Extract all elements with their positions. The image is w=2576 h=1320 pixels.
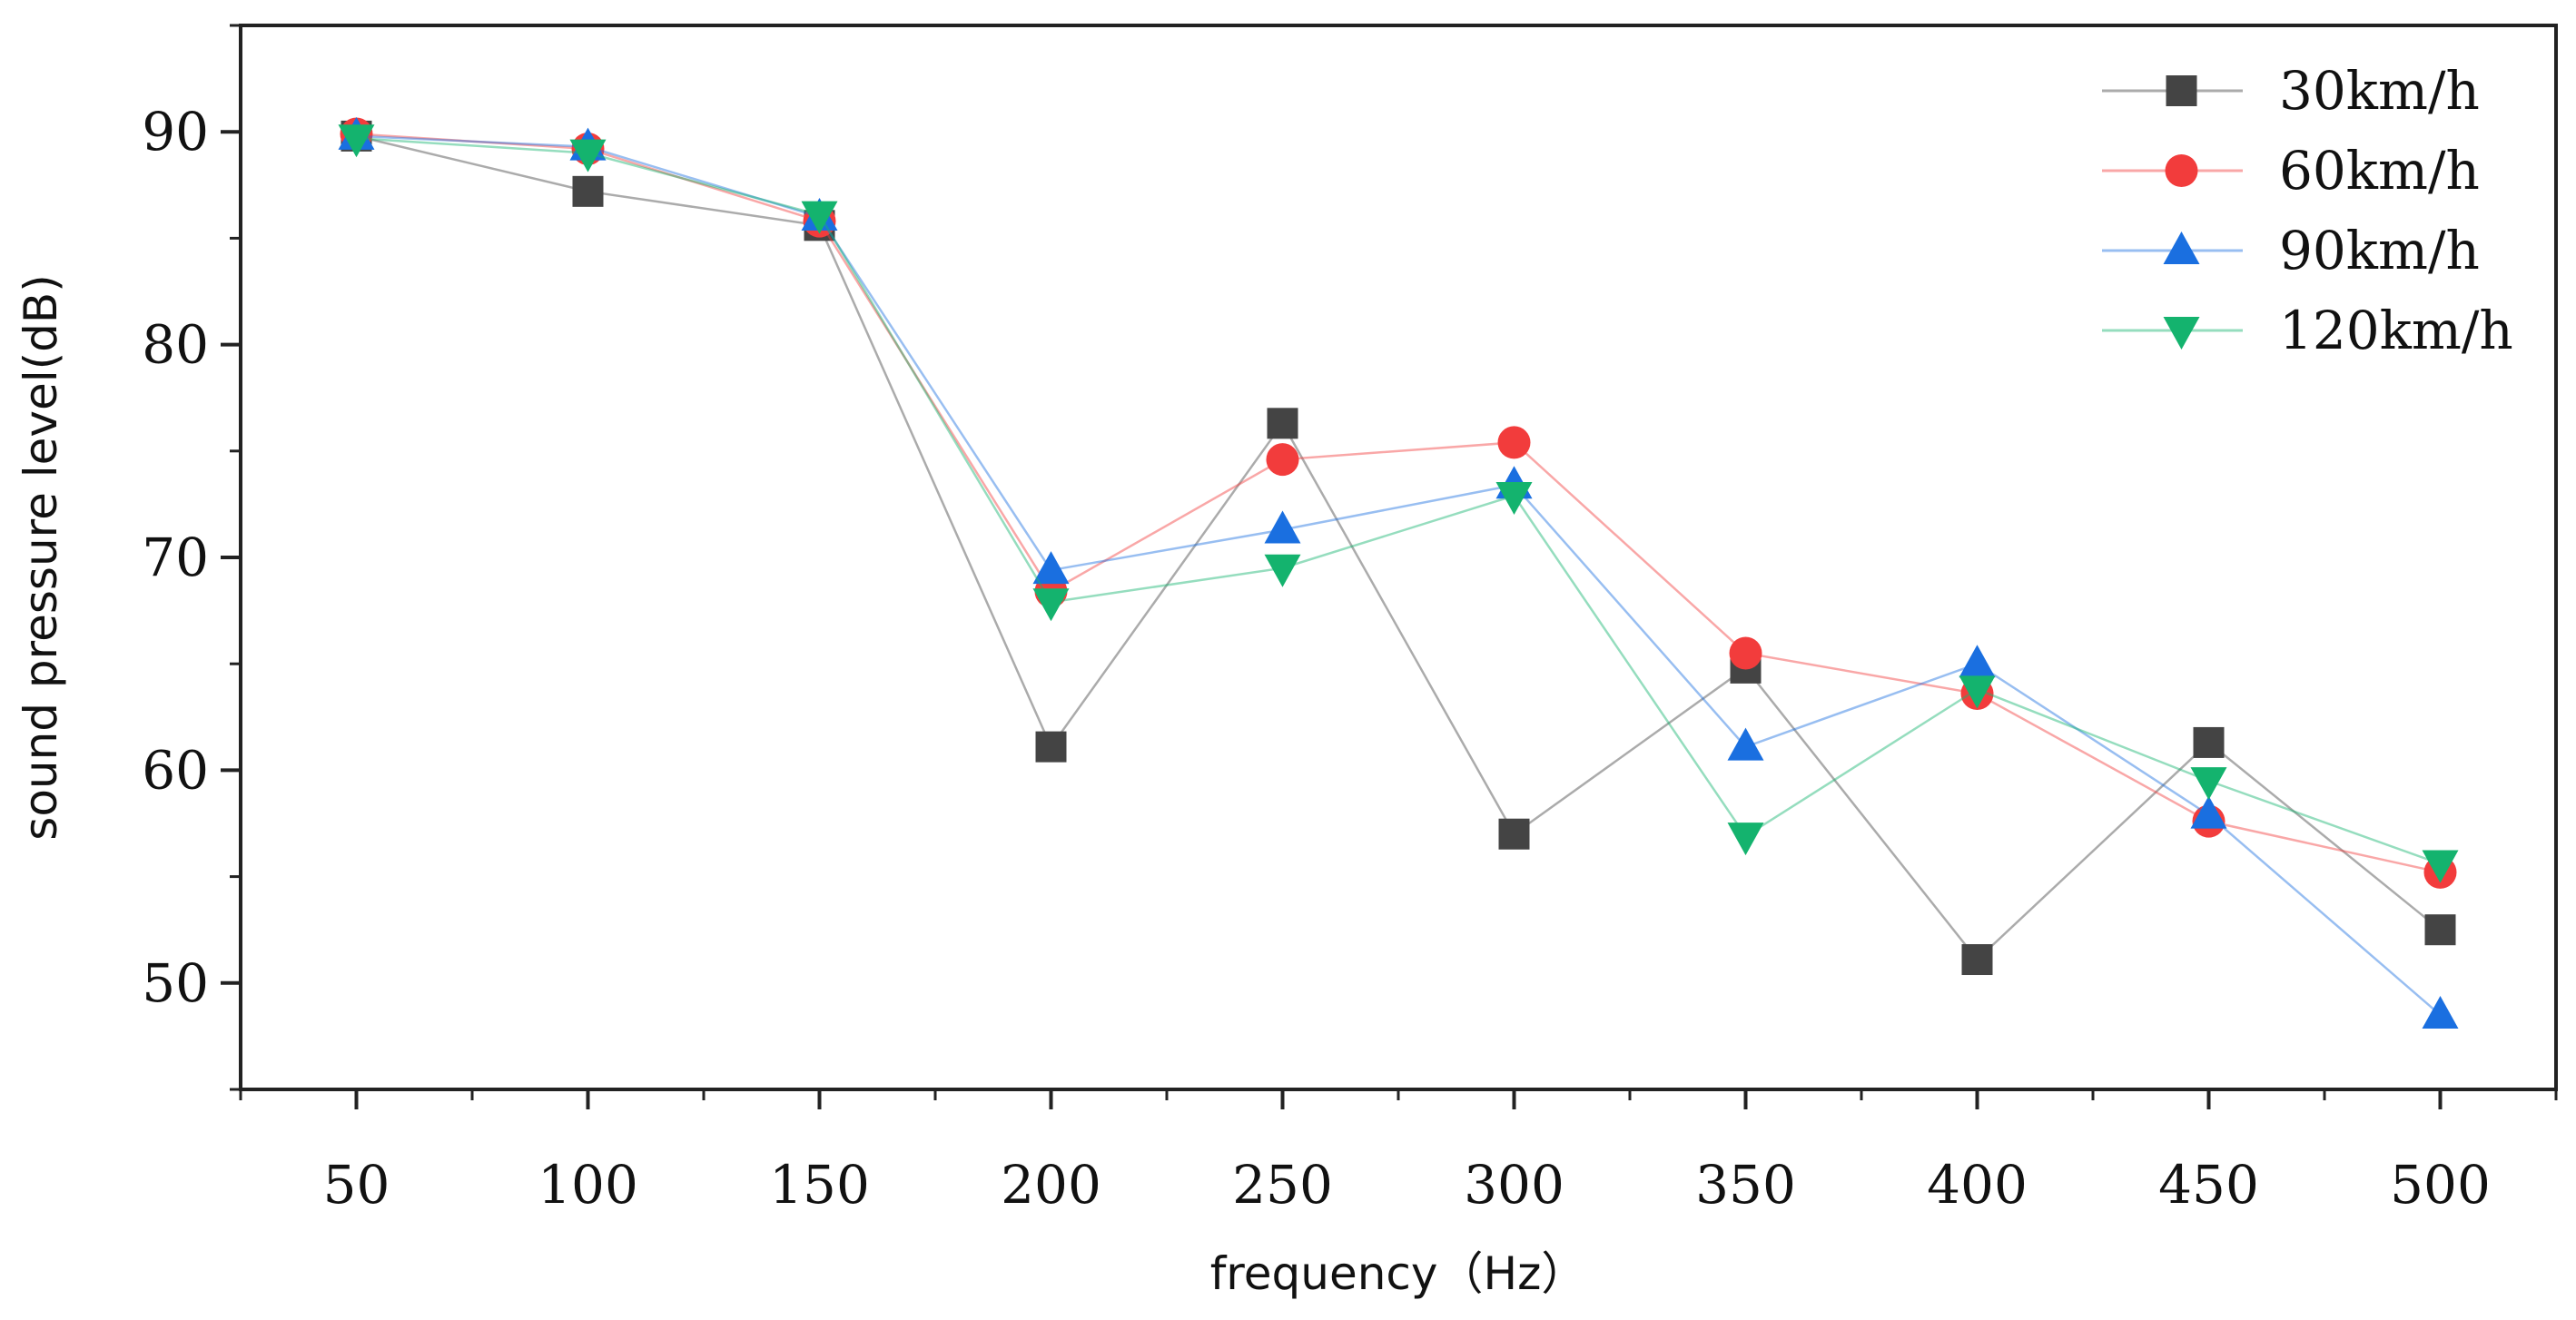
data-point — [1264, 510, 1301, 544]
y-axis-title: sound pressure level(dB) — [15, 274, 67, 840]
x-tick-label: 250 — [1232, 1154, 1333, 1216]
x-tick-label: 500 — [2390, 1154, 2491, 1216]
y-tick-label: 80 — [142, 314, 209, 376]
legend-marker — [2166, 75, 2197, 106]
legend-entry: 60km/h — [2102, 140, 2480, 202]
legend-label: 30km/h — [2279, 60, 2480, 122]
legend-label: 90km/h — [2279, 220, 2480, 281]
data-point — [2424, 914, 2456, 946]
y-tick-label: 50 — [142, 952, 209, 1014]
data-point — [1035, 731, 1067, 763]
legend-marker — [2163, 231, 2200, 264]
x-tick-label: 100 — [538, 1154, 638, 1216]
legend-label: 120km/h — [2279, 300, 2513, 361]
series-30km/h — [341, 120, 2456, 976]
data-point — [1032, 588, 1070, 622]
data-point — [1266, 443, 1299, 477]
data-point — [2190, 795, 2227, 829]
data-point — [1727, 727, 1764, 761]
y-tick-label: 70 — [142, 527, 209, 588]
data-point — [2422, 995, 2459, 1029]
series-line — [356, 134, 2442, 1016]
x-tick-label: 50 — [323, 1154, 390, 1216]
data-point — [1495, 482, 1533, 516]
data-point — [338, 124, 375, 158]
series-line — [356, 134, 2442, 961]
legend-marker — [2165, 154, 2198, 187]
x-tick-label: 150 — [769, 1154, 870, 1216]
data-point — [1961, 944, 1993, 976]
data-point — [1727, 823, 1764, 856]
x-tick-label: 300 — [1464, 1154, 1564, 1216]
data-point — [1959, 675, 1996, 709]
data-point — [2422, 850, 2459, 883]
data-point — [1497, 426, 1531, 459]
y-tick-label: 60 — [142, 739, 209, 801]
data-point — [2190, 767, 2227, 801]
legend-label: 60km/h — [2279, 140, 2480, 202]
data-point — [801, 201, 838, 234]
data-point — [1032, 551, 1070, 585]
legend-marker — [2163, 317, 2200, 350]
data-point — [572, 175, 604, 207]
x-tick-label: 350 — [1695, 1154, 1796, 1216]
data-point — [1267, 408, 1298, 439]
legend-entry: 120km/h — [2102, 300, 2513, 361]
y-tick-label: 90 — [142, 101, 209, 163]
series-90km/h — [338, 116, 2459, 1029]
series-120km/h — [338, 124, 2459, 883]
x-tick-label: 450 — [2158, 1154, 2259, 1216]
data-point — [1498, 818, 1530, 850]
data-point — [1729, 636, 1762, 670]
data-point — [1959, 645, 1996, 678]
series-line — [356, 133, 2441, 874]
legend-entry: 30km/h — [2102, 60, 2480, 122]
legend-entry: 90km/h — [2102, 220, 2480, 281]
series-60km/h — [340, 117, 2457, 889]
series-line — [356, 136, 2441, 865]
data-point — [1264, 554, 1301, 587]
data-point — [2193, 726, 2225, 758]
x-tick-label: 200 — [1001, 1154, 1101, 1216]
x-tick-label: 400 — [1927, 1154, 2028, 1216]
x-axis-title: frequency（Hz） — [1210, 1247, 1587, 1300]
data-point — [569, 139, 607, 172]
